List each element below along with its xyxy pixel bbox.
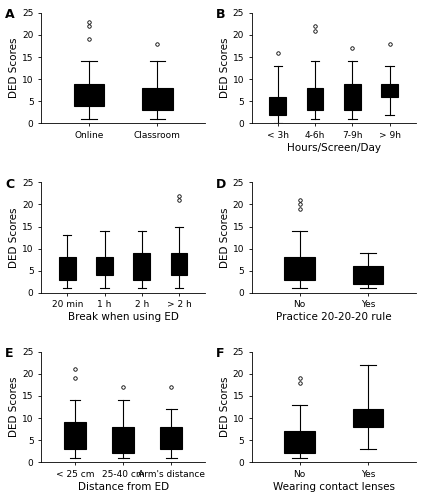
PathPatch shape — [112, 427, 134, 454]
Y-axis label: DED Scores: DED Scores — [220, 38, 230, 98]
PathPatch shape — [381, 84, 398, 97]
PathPatch shape — [142, 88, 173, 110]
PathPatch shape — [170, 253, 187, 275]
PathPatch shape — [59, 258, 75, 280]
PathPatch shape — [352, 266, 383, 284]
Text: B: B — [216, 8, 225, 22]
PathPatch shape — [270, 97, 286, 114]
PathPatch shape — [284, 258, 315, 280]
Text: C: C — [5, 178, 14, 191]
Y-axis label: DED Scores: DED Scores — [220, 208, 230, 268]
Text: F: F — [216, 348, 224, 360]
PathPatch shape — [74, 84, 104, 106]
X-axis label: Wearing contact lenses: Wearing contact lenses — [273, 482, 395, 492]
X-axis label: Practice 20-20-20 rule: Practice 20-20-20 rule — [276, 312, 391, 322]
PathPatch shape — [344, 84, 361, 110]
X-axis label: Hours/Screen/Day: Hours/Screen/Day — [287, 143, 381, 153]
PathPatch shape — [352, 409, 383, 427]
Y-axis label: DED Scores: DED Scores — [9, 208, 19, 268]
PathPatch shape — [64, 422, 86, 449]
Text: A: A — [5, 8, 15, 22]
PathPatch shape — [96, 258, 113, 275]
X-axis label: Break when using ED: Break when using ED — [68, 312, 179, 322]
PathPatch shape — [284, 432, 315, 454]
Y-axis label: DED Scores: DED Scores — [9, 377, 19, 438]
Text: E: E — [5, 348, 14, 360]
PathPatch shape — [161, 427, 182, 449]
Y-axis label: DED Scores: DED Scores — [9, 38, 19, 98]
PathPatch shape — [307, 88, 324, 110]
Y-axis label: DED Scores: DED Scores — [220, 377, 230, 438]
X-axis label: Distance from ED: Distance from ED — [78, 482, 169, 492]
Text: D: D — [216, 178, 226, 191]
PathPatch shape — [134, 253, 150, 280]
